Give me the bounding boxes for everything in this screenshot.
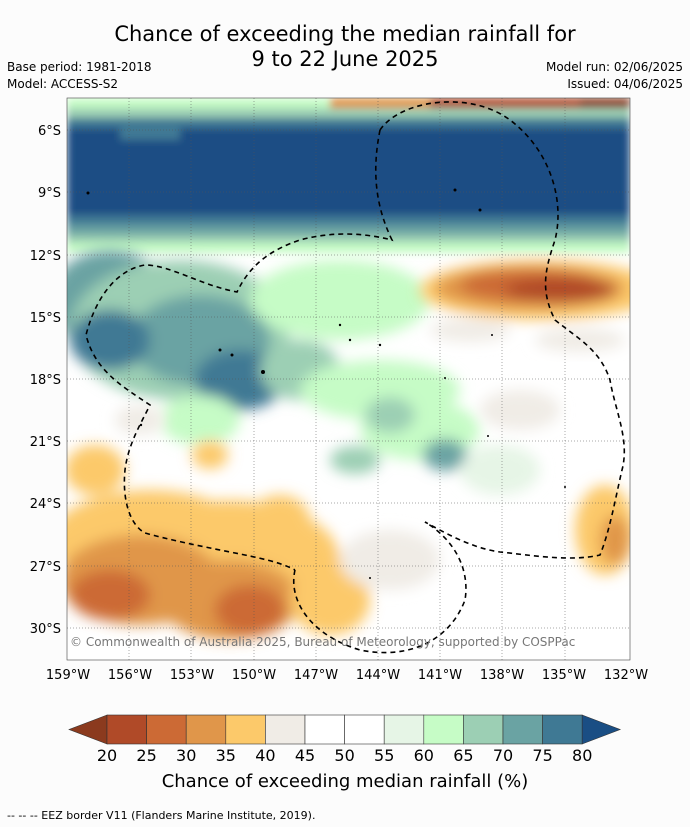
colorbar-tick-label: 80: [572, 746, 592, 765]
lat-label: 6°S: [38, 124, 61, 139]
map-frame: [66, 97, 631, 661]
lon-label: 147°W: [294, 668, 338, 683]
lon-label: 138°W: [480, 668, 524, 683]
lon-label: 132°W: [604, 668, 648, 683]
lat-label: 21°S: [30, 435, 61, 450]
lon-label: 141°W: [418, 668, 462, 683]
colorbar-tick-label: 70: [493, 746, 513, 765]
lat-label: 9°S: [38, 186, 61, 201]
lat-labels: 6°S 9°S 12°S 15°S 18°S 21°S 24°S 27°S 30…: [30, 124, 61, 637]
colorbar-bin: [423, 714, 464, 745]
eez-borders: [85, 101, 626, 654]
colorbar-bin: [225, 714, 266, 745]
colorbar-tick-label: 45: [295, 746, 315, 765]
lat-label: 30°S: [30, 622, 61, 637]
colorbar-arrow-low: [68, 714, 108, 745]
title-line-1: Chance of exceeding the median rainfall …: [114, 22, 576, 46]
colorbar-tick-label: 50: [334, 746, 354, 765]
model-name: Model: ACCESS-S2: [7, 77, 119, 91]
colorbar-bin: [265, 714, 306, 745]
lat-label: 12°S: [30, 249, 61, 264]
islands: [86, 188, 566, 579]
colorbar-bin: [106, 714, 147, 745]
lon-labels: 159°W 156°W 153°W 150°W 147°W 144°W 141°…: [46, 668, 648, 683]
meta-left: Base period: 1981-2018 Model: ACCESS-S2: [7, 59, 152, 93]
lon-label: 153°W: [170, 668, 214, 683]
colorbar-tick-label: 65: [453, 746, 473, 765]
colorbar-label: Chance of exceeding median rainfall (%): [161, 771, 529, 792]
eez-legend-note: -- -- -- EEZ border V11 (Flanders Marine…: [7, 809, 316, 822]
colorbar-bin: [502, 714, 543, 745]
lon-label: 159°W: [46, 668, 90, 683]
colorbar-bin: [383, 714, 425, 745]
title-line-2: 9 to 22 June 2025: [251, 47, 439, 71]
colorbar-bin: [463, 714, 504, 745]
lon-label: 150°W: [232, 668, 276, 683]
lon-label: 156°W: [108, 668, 152, 683]
lat-label: 15°S: [30, 311, 61, 326]
base-period: Base period: 1981-2018: [7, 60, 152, 74]
lon-label: 135°W: [542, 668, 586, 683]
model-run: Model run: 02/06/2025: [545, 60, 683, 74]
colorbar: [68, 714, 622, 745]
colorbar-tick-label: 60: [414, 746, 434, 765]
colorbar-bin: [146, 714, 187, 745]
colorbar-ticks: 20 25 30 35 40 45 50 55 60 65 70 75 80: [97, 746, 593, 765]
copyright-notice: © Commonwealth of Australia 2025, Bureau…: [70, 635, 575, 649]
issued-date: Issued: 04/06/2025: [567, 77, 683, 91]
rainfall-field: [67, 98, 630, 660]
colorbar-tick-label: 55: [374, 746, 394, 765]
colorbar-tick-label: 75: [532, 746, 552, 765]
lat-label: 18°S: [30, 373, 61, 388]
graticule: [67, 98, 630, 660]
colorbar-bin: [542, 714, 583, 745]
colorbar-tick-label: 20: [97, 746, 117, 765]
lat-label: 27°S: [30, 560, 61, 575]
colorbar-bin: [304, 714, 345, 745]
colorbar-bin: [344, 714, 385, 745]
colorbar-tick-label: 25: [136, 746, 156, 765]
colorbar-tick-label: 30: [176, 746, 196, 765]
colorbar-tick-label: 40: [255, 746, 275, 765]
lon-label: 144°W: [356, 668, 400, 683]
lat-label: 24°S: [30, 497, 61, 512]
colorbar-bin: [185, 714, 227, 745]
colorbar-tick-label: 35: [216, 746, 236, 765]
meta-right: Model run: 02/06/2025 Issued: 04/06/2025: [546, 59, 683, 93]
colorbar-arrow-high: [581, 714, 622, 745]
map-title: Chance of exceeding the median rainfall …: [0, 22, 690, 72]
